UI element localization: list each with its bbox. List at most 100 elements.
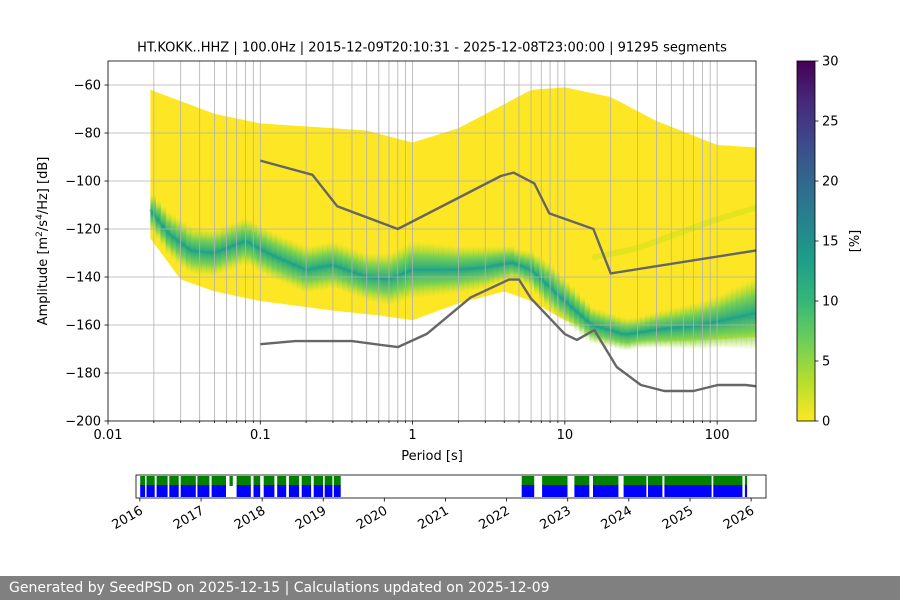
psd-range bbox=[324, 485, 333, 497]
psd-range bbox=[542, 485, 568, 497]
timeline-tick-label: 2019 bbox=[293, 503, 329, 533]
timeline-tick-label: 2026 bbox=[721, 503, 757, 533]
psd-range bbox=[146, 485, 155, 497]
psd-range bbox=[313, 485, 324, 497]
noise-model-nlnm bbox=[260, 278, 756, 393]
coverage-range bbox=[288, 476, 300, 486]
psd-range bbox=[301, 485, 312, 497]
coverage-range bbox=[211, 476, 226, 486]
psd-range bbox=[263, 485, 275, 497]
y-tick-label: −60 bbox=[74, 79, 101, 94]
coverage-range bbox=[333, 476, 341, 486]
colorbar-tick-label: 15 bbox=[822, 235, 839, 250]
coverage-range bbox=[140, 476, 146, 486]
psd-range bbox=[744, 485, 748, 497]
colorbar-tick-label: 5 bbox=[822, 355, 830, 370]
coverage-range bbox=[146, 476, 155, 486]
psd-range bbox=[156, 485, 168, 497]
psd-range bbox=[140, 485, 146, 497]
coverage-range bbox=[744, 476, 748, 486]
psd-range bbox=[197, 485, 210, 497]
y-axis: −60 −80 −100 −120 −140 −160 −180 −200 bbox=[65, 79, 108, 430]
timeline-frame bbox=[135, 474, 767, 499]
y-tick-label: −140 bbox=[65, 271, 101, 286]
x-tick-label: 100 bbox=[705, 428, 730, 443]
timeline-tick-label: 2025 bbox=[660, 503, 696, 533]
noise-model-nhnm bbox=[259, 159, 756, 275]
coverage-range bbox=[324, 476, 333, 486]
timeline-tick-label: 2023 bbox=[538, 503, 574, 533]
noise-models bbox=[259, 159, 756, 393]
x-axis: 0.01 0.1 1 10 100 bbox=[94, 421, 730, 443]
psd-range bbox=[333, 485, 341, 497]
y-tick-label: −120 bbox=[65, 223, 101, 238]
timeline-bars bbox=[140, 476, 748, 497]
psd-range bbox=[713, 485, 743, 497]
coverage-range bbox=[664, 476, 712, 486]
coverage-range bbox=[180, 476, 196, 486]
chart-title: HT.KOKK..HHZ | 100.0Hz | 2015-12-09T20:1… bbox=[137, 41, 727, 56]
timeline-tick-label: 2016 bbox=[110, 503, 146, 533]
colorbar-tick-label: 30 bbox=[822, 55, 839, 70]
colorbar-tick-label: 20 bbox=[822, 175, 839, 190]
colorbar-tick-label: 25 bbox=[822, 115, 839, 130]
colorbar-gradient bbox=[796, 60, 816, 422]
grid-lines bbox=[108, 61, 756, 421]
figure: HT.KOKK..HHZ | 100.0Hz | 2015-12-09T20:1… bbox=[35, 41, 863, 534]
plot-frame bbox=[107, 60, 757, 422]
coverage-range bbox=[263, 476, 275, 486]
timeline-tick-label: 2017 bbox=[171, 503, 207, 533]
timeline-tick-label: 2021 bbox=[415, 503, 451, 533]
ppsd-mode-core bbox=[149, 209, 756, 336]
ppsd-density-envelope bbox=[150, 87, 756, 342]
colorbar-tick-label: 10 bbox=[822, 295, 839, 310]
y-tick-label: −100 bbox=[65, 175, 101, 190]
coverage-range bbox=[301, 476, 312, 486]
coverage-range bbox=[542, 476, 568, 486]
coverage-range bbox=[713, 476, 743, 486]
y-tick-label: −160 bbox=[65, 319, 101, 334]
x-tick-label: 10 bbox=[557, 428, 574, 443]
psd-range bbox=[180, 485, 196, 497]
coverage-range bbox=[593, 476, 619, 486]
psd-range bbox=[277, 485, 287, 497]
x-tick-label: 0.1 bbox=[250, 428, 271, 443]
coverage-range bbox=[277, 476, 287, 486]
coverage-range bbox=[648, 476, 663, 486]
coverage-range bbox=[521, 476, 535, 486]
psd-range bbox=[288, 485, 300, 497]
psd-range bbox=[521, 485, 535, 497]
psd-range bbox=[253, 485, 261, 497]
x-axis-label: Period [s] bbox=[401, 449, 463, 464]
y-tick-label: −80 bbox=[74, 127, 101, 142]
coverage-range bbox=[156, 476, 168, 486]
coverage-range bbox=[253, 476, 261, 486]
coverage-range bbox=[623, 476, 647, 486]
colorbar-tick-label: 0 bbox=[822, 415, 830, 430]
psd-range bbox=[574, 485, 590, 497]
psd-range bbox=[169, 485, 179, 497]
y-tick-label: −200 bbox=[65, 415, 101, 430]
coverage-range bbox=[574, 476, 590, 486]
psd-range bbox=[236, 485, 251, 497]
coverage-range bbox=[229, 476, 233, 486]
x-tick-label: 1 bbox=[408, 428, 416, 443]
psd-range bbox=[211, 485, 226, 497]
psd-range bbox=[664, 485, 712, 497]
coverage-range bbox=[169, 476, 179, 486]
timeline-axis: 2016 2017 2018 2019 2020 2021 2022 2023 2024 2025… bbox=[110, 498, 757, 533]
availability-timeline: 2016 2017 2018 2019 2020 2021 2022 2023 2024 2025… bbox=[110, 474, 767, 533]
colorbar-label: [%] bbox=[848, 230, 863, 253]
y-axis-label: Amplitude [m2/s4/Hz] [dB] bbox=[35, 157, 51, 326]
timeline-tick-label: 2024 bbox=[599, 503, 635, 533]
ppsd-secondary-band bbox=[591, 204, 756, 261]
coverage-range bbox=[236, 476, 251, 486]
ppsd-chart: HT.KOKK..HHZ | 100.0Hz | 2015-12-09T20:1… bbox=[35, 41, 757, 464]
timeline-tick-label: 2022 bbox=[476, 503, 512, 533]
colorbar-ticks: 0 5 10 15 20 25 30 bbox=[815, 55, 839, 430]
coverage-range bbox=[197, 476, 210, 486]
y-tick-label: −180 bbox=[65, 367, 101, 382]
timeline-tick-label: 2020 bbox=[354, 503, 390, 533]
coverage-range bbox=[313, 476, 324, 486]
psd-range bbox=[623, 485, 647, 497]
